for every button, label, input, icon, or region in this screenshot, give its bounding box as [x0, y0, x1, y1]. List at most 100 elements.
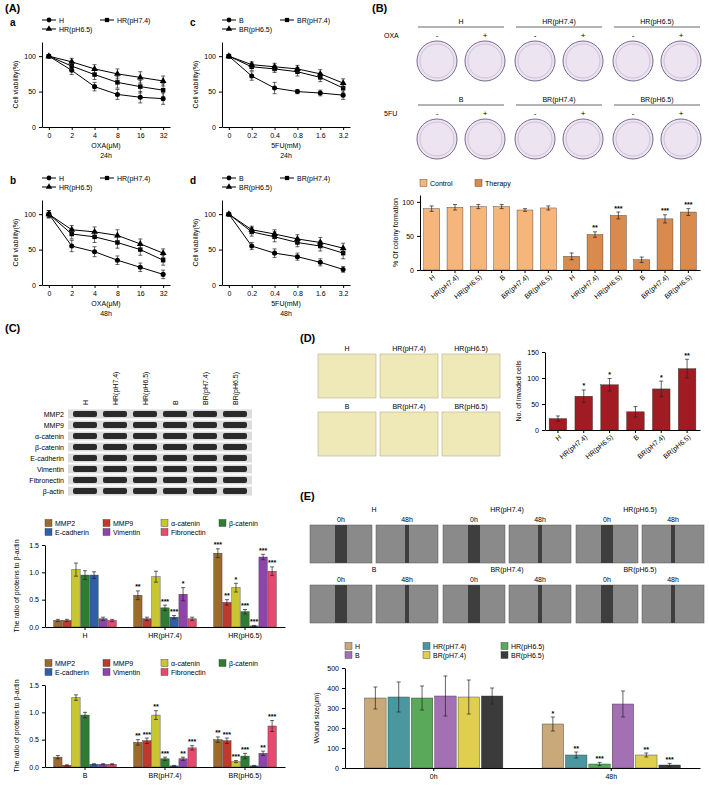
y-tick: 100 [402, 199, 420, 206]
y-tick-mark [39, 214, 42, 215]
y-tick-label: 50 [28, 246, 36, 253]
legend-item: E-cadherin [45, 529, 89, 536]
y-axis: 050100150 [527, 349, 545, 434]
error-bar [92, 764, 96, 765]
legend: BBR(pH7.4)BR(pH6.5) [222, 175, 330, 192]
error-bar [145, 617, 149, 620]
x-tick: 0.8 [293, 127, 303, 139]
significance: ** [573, 745, 579, 752]
error-bar [163, 605, 167, 610]
legend-item: B [222, 17, 244, 24]
bar [447, 207, 463, 270]
significance: *** [595, 755, 603, 762]
series-line [229, 214, 343, 253]
x-tick: 0h [430, 768, 438, 780]
x-tick: B [632, 430, 640, 442]
treatment-sign: + [483, 31, 488, 40]
legend-label: HR(pH7.4) [433, 643, 466, 651]
invasion-images: HHR(pH7.4)HR(pH6.5)BBR(pH7.4)BR(pH6.5) [318, 345, 500, 456]
y-tick: 100 [24, 53, 42, 60]
marker [114, 70, 121, 76]
blot-band [73, 411, 97, 417]
legend: MMP2MMP9α-cateninβ-cateninE-cadherinVime… [45, 520, 258, 536]
y-tick: 100 [204, 211, 222, 218]
error-bar [420, 686, 424, 710]
error-bar [551, 717, 555, 731]
time-label: 0h [337, 516, 345, 523]
wound-image [443, 525, 505, 563]
blot-band [163, 466, 187, 472]
x-axis-title: 5FU(mM) [271, 142, 301, 150]
group-label: BR(pH6.5) [623, 566, 656, 574]
invasion-image [442, 354, 500, 398]
marker [138, 265, 143, 270]
significance: *** [232, 753, 240, 760]
error-bar [453, 205, 457, 210]
error-bar [216, 549, 220, 558]
x-tick-mark [609, 430, 610, 433]
y-tick-label: 150 [527, 349, 539, 356]
error-bar [92, 572, 96, 579]
blot-band [103, 455, 127, 461]
bar-chart: ***********HHR(pH7.4)HR(pH6.5)BBR(pH7.4)… [392, 180, 701, 302]
significance: ** [180, 750, 186, 757]
legend-item: BR(pH6.5) [222, 183, 272, 191]
wound-gap [601, 585, 613, 623]
dish-rim [420, 44, 454, 78]
y-tick: 500 [327, 665, 345, 672]
y-tick-mark [42, 712, 45, 713]
error-bar [500, 205, 504, 209]
x-tick-label: 0 [47, 132, 51, 139]
marker [69, 244, 74, 249]
marker [318, 90, 323, 95]
blot-band [133, 411, 157, 417]
y-tick-mark [42, 767, 45, 768]
x-tick-mark [245, 767, 246, 770]
error-bar [181, 588, 185, 601]
error-bar [318, 259, 322, 266]
y-tick-label: 50 [208, 246, 216, 253]
error-bar [93, 82, 97, 91]
error-bar [273, 249, 277, 258]
series-line [49, 56, 163, 81]
error-bar [65, 619, 69, 621]
dish-rim [566, 122, 600, 156]
dish-rim [468, 44, 502, 78]
annotations: *********** [551, 710, 673, 763]
marker [161, 272, 166, 277]
error-bar [621, 691, 625, 717]
error-bar [115, 256, 119, 265]
bar [517, 210, 533, 270]
marker [91, 65, 98, 71]
x-axis: 02481632 [43, 127, 171, 139]
x-tick-mark [72, 127, 73, 130]
error-bar [397, 682, 401, 712]
image-label: HR(pH7.4) [392, 345, 425, 353]
legend: HHR(pH7.4)HR(pH6.5)BBR(pH7.4)BR(pH6.5) [345, 643, 544, 660]
x-tick: 0 [227, 127, 231, 139]
dish-rim [616, 44, 650, 78]
x-tick-mark [595, 270, 596, 273]
marker [225, 210, 232, 216]
x-tick: 0.2 [247, 285, 257, 297]
legend-label: HR(pH7.4) [117, 175, 150, 183]
subtitle: 48h [280, 310, 292, 317]
x-axis-line [43, 285, 171, 286]
y-tick-label: 0 [212, 124, 216, 131]
group-label: BR(pH7.4) [542, 96, 575, 104]
y-axis: 0.00.51.01.5 [29, 542, 45, 631]
invasion-image [380, 354, 438, 398]
legend-swatch [345, 652, 352, 659]
blot-band [73, 455, 97, 461]
y-tick: 0.5 [29, 596, 45, 603]
line-chart: 00.20.40.81.63.2050100BBR(pH7.4)BR(pH6.5… [190, 17, 351, 160]
wound-image [642, 585, 704, 623]
marker [160, 77, 167, 83]
group-rule [418, 105, 504, 106]
significance: *** [268, 713, 276, 720]
plot-area [45, 210, 166, 278]
blot-band [73, 444, 97, 450]
legend-swatch [45, 520, 52, 527]
significance: *** [250, 618, 258, 625]
legend: MMP2MMP9α-cateninβ-cateninE-cadherinVime… [45, 660, 258, 676]
